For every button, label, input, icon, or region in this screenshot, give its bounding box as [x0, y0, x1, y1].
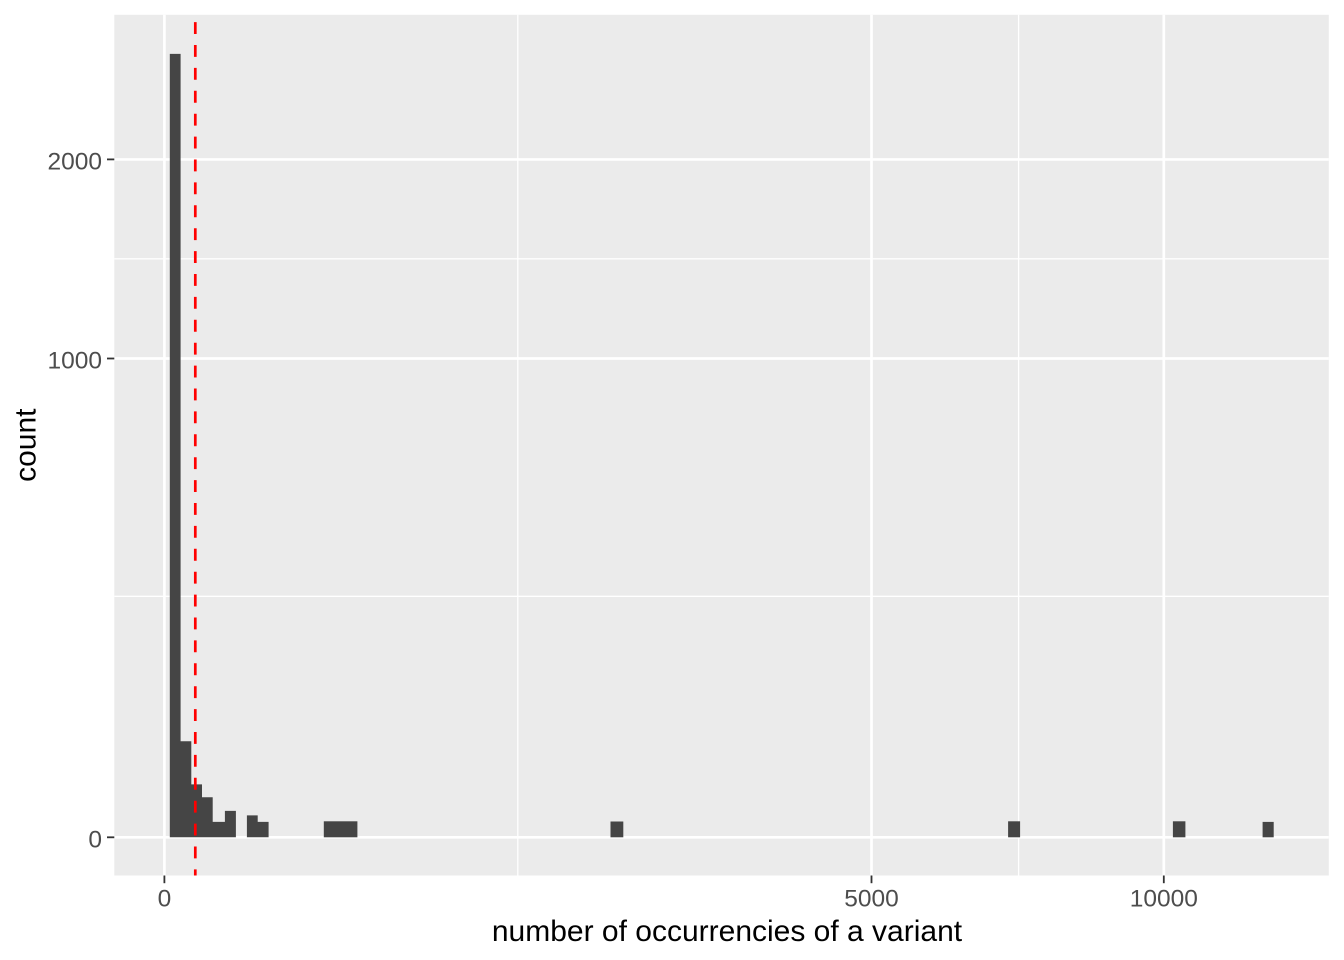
svg-text:number of occurrencies of a va: number of occurrencies of a variant	[492, 915, 963, 948]
svg-text:0: 0	[158, 886, 172, 913]
svg-text:count: count	[9, 408, 42, 482]
svg-text:2000: 2000	[47, 149, 102, 176]
svg-text:0: 0	[88, 826, 102, 853]
svg-text:10000: 10000	[1130, 886, 1198, 913]
svg-text:5000: 5000	[844, 886, 899, 913]
svg-text:1000: 1000	[47, 348, 102, 375]
